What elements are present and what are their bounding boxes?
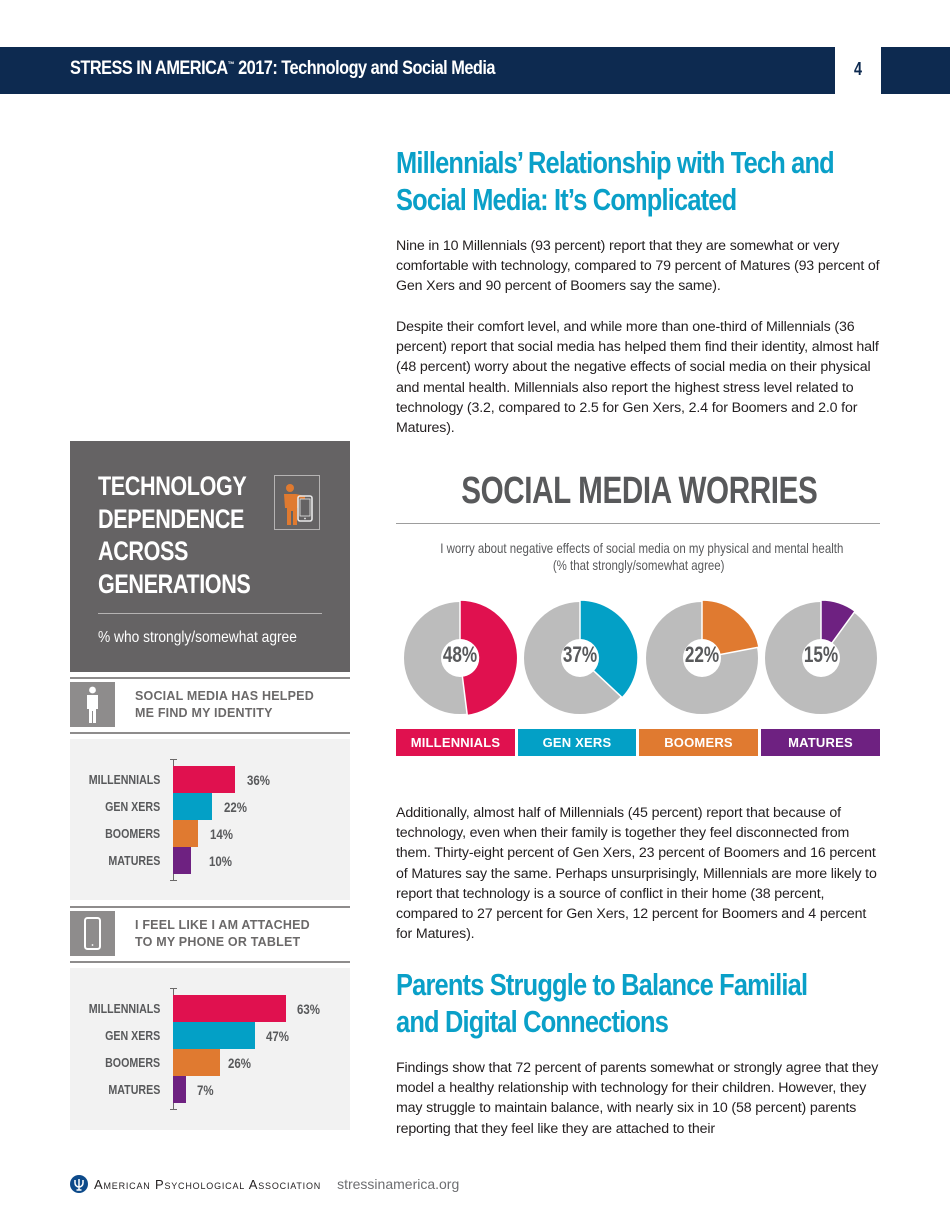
bar-matures xyxy=(173,1076,186,1103)
bar-millennials xyxy=(173,995,286,1022)
bar-category-label: MATURES xyxy=(108,853,160,868)
bar-matures xyxy=(173,847,191,874)
bar-millennials xyxy=(173,766,235,793)
divider xyxy=(98,613,322,614)
section-heading-parents: Parents Struggle to Balance Familial and… xyxy=(396,967,808,1039)
donut-value: 48% xyxy=(442,642,478,667)
donut-value: 15% xyxy=(803,642,839,667)
bar-row-matures: MATURES 10% xyxy=(70,847,350,874)
website-link[interactable]: stressinamerica.org xyxy=(337,1176,460,1192)
bar-boomers xyxy=(173,1049,220,1076)
donut-value: 37% xyxy=(562,642,598,667)
bar-category-label: BOOMERS xyxy=(104,826,160,841)
page-number: 4 xyxy=(853,59,862,79)
bar-gen-xers xyxy=(173,793,212,820)
legend-gen-xers: GEN XERS xyxy=(518,729,636,756)
legend-boomers: BOOMERS xyxy=(639,729,758,756)
bar-row-matures: MATURES 7% xyxy=(70,1076,350,1103)
bar-category-label: GEN XERS xyxy=(104,799,160,814)
question-label: I FEEL LIKE I AM ATTACHED TO MY PHONE OR… xyxy=(135,918,310,949)
question-header-identity: SOCIAL MEDIA HAS HELPED ME FIND MY IDENT… xyxy=(70,677,350,734)
question-header-attached: I FEEL LIKE I AM ATTACHED TO MY PHONE OR… xyxy=(70,906,350,963)
bar-category-label: MILLENNIALS xyxy=(88,772,160,787)
question-label: SOCIAL MEDIA HAS HELPED ME FIND MY IDENT… xyxy=(135,689,314,720)
bar-gen-xers xyxy=(173,1022,255,1049)
technology-dependence-panel xyxy=(70,441,350,672)
bar-row-gen-xers: GEN XERS 22% xyxy=(70,793,350,820)
legend-matures: MATURES xyxy=(761,729,880,756)
worries-question: I worry about negative effects of social… xyxy=(440,540,844,573)
donut-gen-xers: 37% xyxy=(518,596,642,720)
divider xyxy=(396,523,880,524)
section-heading-millennials: Millennials’ Relationship with Tech and … xyxy=(396,145,835,217)
bar-chart-identity: MILLENNIALS 36% GEN XERS 22% BOOMERS 14%… xyxy=(70,739,350,900)
bar-row-millennials: MILLENNIALS 63% xyxy=(70,995,350,1022)
paragraph: Despite their comfort level, and while m… xyxy=(396,319,879,437)
report-title: STRESS IN AMERICA™ 2017: Technology and … xyxy=(70,58,495,79)
bar-category-label: MILLENNIALS xyxy=(88,1001,160,1016)
panel-title: TECHNOLOGY DEPENDENCE ACROSS GENERATIONS xyxy=(98,471,251,599)
apa-logo-icon xyxy=(70,1175,88,1193)
bar-category-label: GEN XERS xyxy=(104,1028,160,1043)
panel-subtitle: % who strongly/somewhat agree xyxy=(98,629,297,646)
bar-value-label: 26% xyxy=(228,1055,251,1071)
footer: American Psychological Association stres… xyxy=(70,1174,459,1194)
bar-value-label: 47% xyxy=(266,1028,289,1044)
legend-millennials: MILLENNIALS xyxy=(396,729,515,756)
bar-row-boomers: BOOMERS 14% xyxy=(70,820,350,847)
donut-value: 22% xyxy=(684,642,720,667)
bar-row-boomers: BOOMERS 26% xyxy=(70,1049,350,1076)
donut-millennials: 48% xyxy=(398,596,522,720)
bar-value-label: 7% xyxy=(197,1082,214,1098)
bar-value-label: 14% xyxy=(210,826,233,842)
organization-name: American Psychological Association xyxy=(94,1176,322,1192)
bar-row-gen-xers: GEN XERS 47% xyxy=(70,1022,350,1049)
bar-value-label: 63% xyxy=(297,1001,320,1017)
bar-row-millennials: MILLENNIALS 36% xyxy=(70,766,350,793)
bar-chart-attached: MILLENNIALS 63% GEN XERS 47% BOOMERS 26%… xyxy=(70,968,350,1130)
social-media-worries-title: SOCIAL MEDIA WORRIES xyxy=(460,470,818,512)
header-bar xyxy=(0,47,950,94)
paragraph: Additionally, almost half of Millennials… xyxy=(396,805,877,943)
donut-matures: 15% xyxy=(759,596,883,720)
bar-value-label: 22% xyxy=(224,799,247,815)
bar-category-label: BOOMERS xyxy=(104,1055,160,1070)
person-with-tablet-icon xyxy=(274,475,320,530)
person-icon xyxy=(70,682,115,727)
paragraph: Findings show that 72 percent of parents… xyxy=(396,1060,879,1137)
paragraph: Nine in 10 Millennials (93 percent) repo… xyxy=(396,238,880,295)
bar-value-label: 10% xyxy=(209,853,232,869)
donut-boomers: 22% xyxy=(640,596,764,720)
bar-category-label: MATURES xyxy=(108,1082,160,1097)
tablet-icon xyxy=(70,911,115,956)
page-number-box xyxy=(835,47,881,94)
bar-value-label: 36% xyxy=(247,772,270,788)
bar-boomers xyxy=(173,820,198,847)
